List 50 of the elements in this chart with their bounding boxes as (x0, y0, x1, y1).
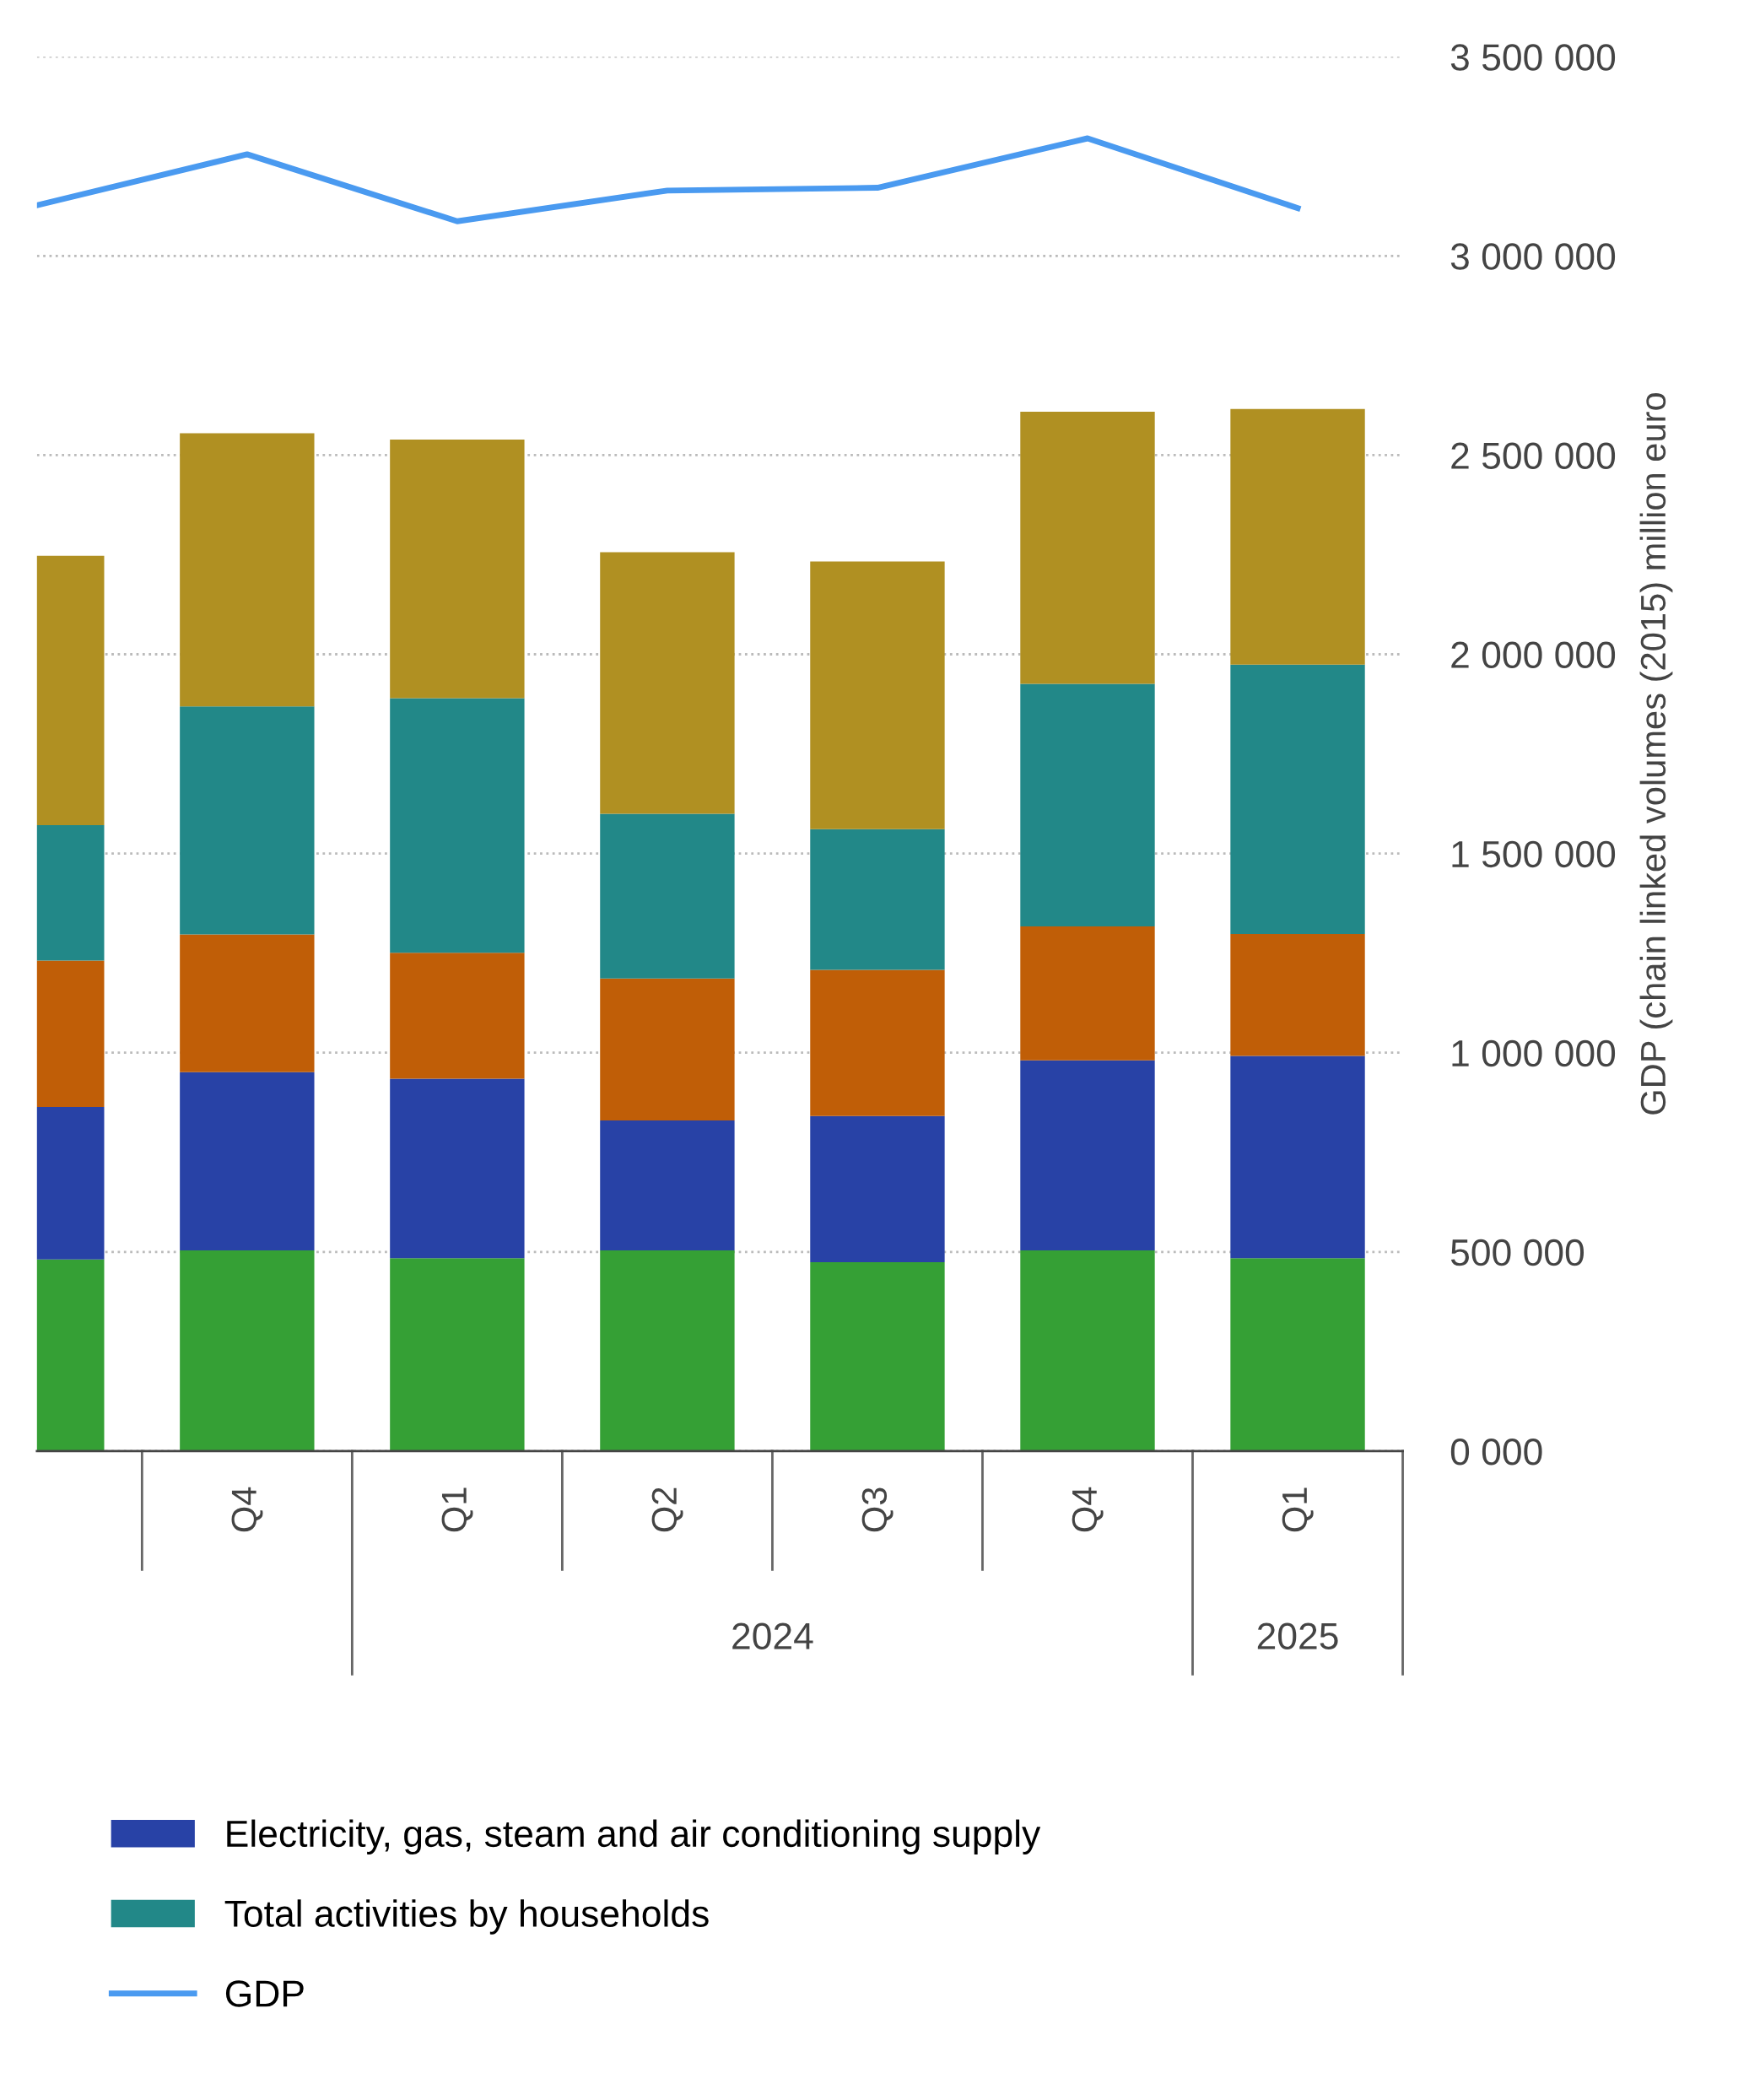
legend-label: Total activities by households (224, 1899, 709, 1935)
text: 2025 (1257, 1622, 1338, 1649)
bar (600, 1120, 735, 1250)
bar (180, 1072, 315, 1250)
bar (390, 1078, 525, 1259)
y-axis-title: GDP (chain linked volumes (2015) million euro (1639, 393, 1673, 1115)
bar (1020, 926, 1155, 1061)
bar (1230, 1055, 1365, 1259)
x-tick-label: Q1 (1282, 1487, 1314, 1532)
y-tick-label: 500 000 (1450, 1239, 1585, 1266)
x-tick-label: Q4 (1072, 1487, 1104, 1532)
x-tick-label: Q3 (861, 1487, 893, 1532)
bar (180, 1250, 315, 1451)
bar (810, 829, 945, 970)
bar (810, 1115, 945, 1263)
y-tick-label: 0 000 (1450, 1438, 1542, 1466)
bar (600, 1250, 735, 1451)
x-tick-label: Q2 (651, 1487, 683, 1532)
bar (600, 978, 735, 1120)
bar (810, 969, 945, 1116)
y-tick-label: 2 500 000 (1451, 442, 1616, 469)
bar (180, 433, 315, 707)
bar (600, 813, 735, 979)
bar (390, 953, 525, 1079)
bar (1020, 1250, 1155, 1451)
bar (600, 552, 735, 814)
bar (180, 934, 315, 1072)
bar (1020, 1060, 1155, 1250)
bar (1230, 664, 1365, 934)
y-tick-label: 1 500 000 (1452, 840, 1616, 868)
legend-label: GDP (225, 1980, 304, 2007)
y-tick-label: 1 000 000 (1452, 1039, 1616, 1067)
x-tick-label: Q4 (231, 1487, 263, 1532)
bar (1230, 408, 1365, 665)
legend-label: Electricity, gas, steam and air conditioning supply (227, 1819, 1041, 1854)
bar (1230, 1258, 1365, 1451)
bar (390, 698, 525, 953)
bar (1230, 933, 1365, 1056)
bar (1020, 411, 1155, 684)
bar (810, 1262, 945, 1451)
y-tick-label: 3 000 000 (1450, 243, 1616, 270)
bar (390, 1258, 525, 1451)
bar (810, 561, 945, 829)
x-tick-label: Q1 (441, 1487, 473, 1532)
bar (1020, 683, 1155, 927)
y-tick-label: 3 500 000 (1450, 44, 1616, 71)
text: 2024 (732, 1622, 813, 1649)
bar (180, 706, 315, 935)
bar (390, 439, 525, 699)
y-tick-label: 2 000 000 (1451, 641, 1616, 669)
